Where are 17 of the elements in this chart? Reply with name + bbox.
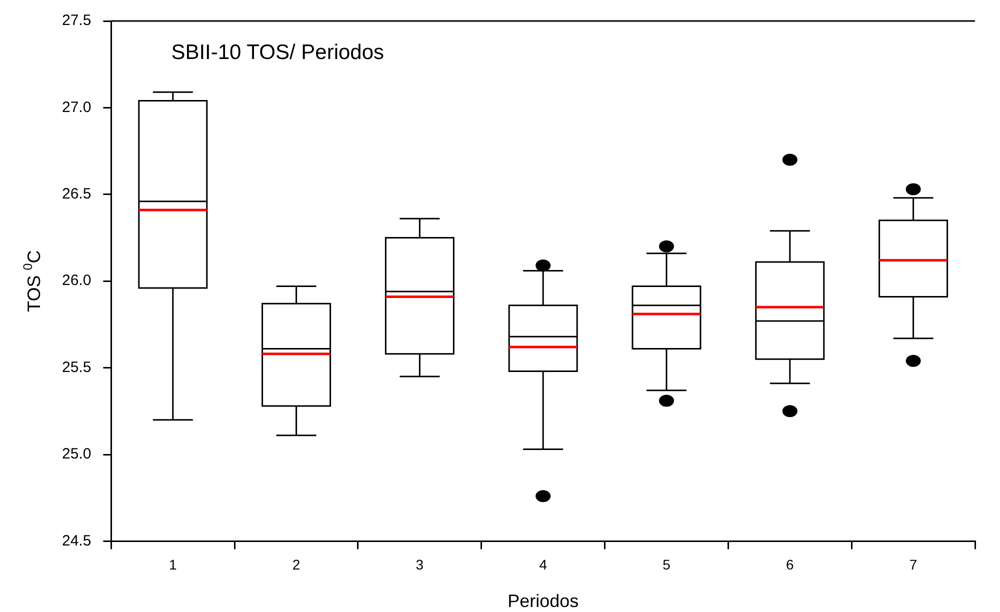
- x-tick-label: 5: [662, 556, 671, 572]
- y-tick-label: 25.5: [62, 358, 92, 376]
- y-axis-title: TOS 0C: [20, 250, 44, 312]
- x-axis-title: Periodos: [508, 591, 579, 611]
- y-tick-label: 24.5: [62, 532, 92, 550]
- y-tick-label: 26.0: [62, 272, 92, 290]
- y-tick-label: 26.5: [62, 186, 92, 203]
- x-tick-label: 3: [416, 556, 424, 572]
- text: SBII-10 TOS/ Periodos: [171, 41, 384, 64]
- x-tick-label: 1: [168, 556, 177, 572]
- x-tick-label: 7: [909, 556, 918, 572]
- x-tick-label: 2: [292, 556, 300, 572]
- y-tick-label: 25.0: [62, 446, 92, 463]
- x-tick-label: 4: [539, 556, 548, 572]
- y-tick-label: 27.0: [62, 98, 92, 116]
- x-tick-label: 6: [786, 556, 794, 572]
- y-tick-label: 27.5: [62, 12, 92, 30]
